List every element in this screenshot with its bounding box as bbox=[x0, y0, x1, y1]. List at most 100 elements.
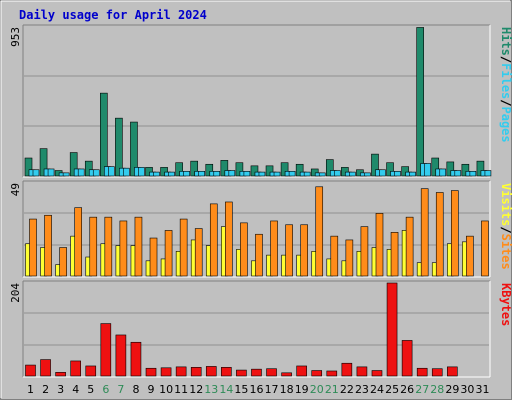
kbytes-bar bbox=[251, 368, 262, 377]
x-tick-label: 31 bbox=[475, 383, 489, 396]
sites-bar bbox=[390, 232, 399, 277]
kbytes-bar bbox=[266, 368, 277, 377]
pages-bar bbox=[258, 171, 266, 177]
sites-bar bbox=[149, 237, 158, 277]
hits-bar bbox=[84, 160, 93, 177]
x-tick-label: 2 bbox=[42, 383, 49, 396]
x-tick-label: 21 bbox=[325, 383, 339, 396]
kbytes-bar bbox=[115, 334, 127, 377]
hits-bar bbox=[295, 163, 304, 177]
pages-bar bbox=[439, 168, 447, 177]
kbytes-bar bbox=[236, 369, 247, 377]
series-label: Visits/Sites bbox=[499, 183, 512, 270]
sites-bar bbox=[315, 186, 324, 277]
hits-bar bbox=[461, 163, 470, 177]
sites-bar bbox=[375, 213, 384, 277]
hits-bar bbox=[371, 153, 379, 177]
kbytes-bar bbox=[160, 367, 172, 377]
x-tick-label: 19 bbox=[295, 383, 309, 396]
x-tick-label: 23 bbox=[355, 383, 369, 396]
x-tick-label: 18 bbox=[280, 383, 294, 396]
x-tick-label: 24 bbox=[370, 383, 384, 396]
x-tick-label: 16 bbox=[250, 383, 264, 396]
x-tick-label: 10 bbox=[159, 383, 173, 396]
hits-bar bbox=[69, 152, 78, 177]
pages-bar bbox=[108, 166, 115, 177]
x-tick-label: 4 bbox=[72, 383, 79, 396]
sites-bar bbox=[240, 222, 248, 277]
sites-bar bbox=[420, 188, 429, 277]
hits-bar bbox=[431, 157, 440, 177]
series-label-sites: Sites bbox=[499, 234, 512, 270]
pages-bar bbox=[47, 168, 55, 177]
pages-bar bbox=[123, 167, 130, 177]
series-label-separator: / bbox=[499, 226, 512, 233]
x-tick-label: 17 bbox=[265, 383, 279, 396]
kbytes-bar bbox=[190, 367, 202, 377]
sites-bar bbox=[405, 216, 414, 277]
kbytes-bar bbox=[100, 323, 112, 377]
pages-bar bbox=[213, 171, 221, 177]
kbytes-bar bbox=[431, 368, 443, 377]
hits-bar bbox=[175, 162, 183, 177]
pages-bar bbox=[77, 168, 85, 177]
pages-bar bbox=[153, 171, 160, 177]
x-tick-label: 6 bbox=[102, 383, 109, 396]
pages-bar bbox=[379, 169, 386, 177]
sites-bar bbox=[134, 216, 143, 277]
x-tick-label: 27 bbox=[415, 383, 429, 396]
sites-bar bbox=[179, 218, 188, 277]
pages-bar bbox=[32, 169, 40, 177]
hits-bar bbox=[325, 159, 334, 177]
series-label: Hits/Files/Pages bbox=[499, 27, 512, 143]
hits-bar bbox=[205, 163, 214, 177]
x-tick-label: 13 bbox=[204, 383, 218, 396]
pages-bar bbox=[394, 171, 401, 177]
plot-area bbox=[23, 281, 490, 377]
sites-bar bbox=[360, 226, 369, 277]
x-tick-label: 22 bbox=[340, 383, 354, 396]
hits-bar bbox=[310, 168, 319, 177]
x-tick-label: 29 bbox=[445, 383, 459, 396]
x-tick-label: 1 bbox=[27, 383, 34, 396]
sites-bar bbox=[74, 207, 82, 277]
series-label-hits: Hits bbox=[499, 27, 512, 56]
sites-bar bbox=[270, 220, 278, 277]
hits-bar bbox=[115, 117, 123, 177]
pages-bar bbox=[409, 171, 416, 177]
y-max-label: 953 bbox=[9, 27, 22, 47]
pages-bar bbox=[364, 172, 371, 177]
kbytes-bar bbox=[205, 366, 217, 377]
x-tick-label: 3 bbox=[57, 383, 64, 396]
hits-bar bbox=[190, 160, 199, 177]
pages-bar bbox=[92, 169, 100, 177]
x-tick-label: 9 bbox=[148, 383, 155, 396]
hits-bar bbox=[220, 160, 229, 177]
y-max-label: 204 bbox=[9, 283, 22, 303]
pages-bar bbox=[484, 170, 492, 177]
pages-bar bbox=[333, 170, 341, 177]
sites-bar bbox=[29, 218, 37, 277]
x-tick-label: 14 bbox=[219, 383, 233, 396]
pages-bar bbox=[288, 171, 296, 177]
sites-bar bbox=[164, 230, 173, 277]
sites-bar bbox=[59, 247, 67, 277]
kbytes-bar bbox=[447, 366, 458, 377]
sites-bar bbox=[44, 214, 52, 277]
series-label: KBytes bbox=[499, 283, 512, 326]
chart-title: Daily usage for April 2024 bbox=[19, 8, 207, 22]
sites-bar bbox=[300, 224, 308, 277]
x-tick-label: 5 bbox=[87, 383, 94, 396]
x-tick-label: 30 bbox=[460, 383, 474, 396]
pages-bar bbox=[349, 171, 356, 177]
sites-bar bbox=[104, 216, 113, 277]
pages-bar bbox=[243, 171, 251, 177]
hits-bar bbox=[416, 27, 424, 177]
chart-panel-1: 953 Hits/Files/Pages bbox=[9, 24, 512, 178]
hits-bar bbox=[160, 167, 168, 177]
pages-bar bbox=[273, 171, 281, 177]
pages-bar bbox=[303, 171, 311, 177]
pages-bar bbox=[168, 171, 175, 177]
kbytes-bar bbox=[145, 367, 157, 377]
